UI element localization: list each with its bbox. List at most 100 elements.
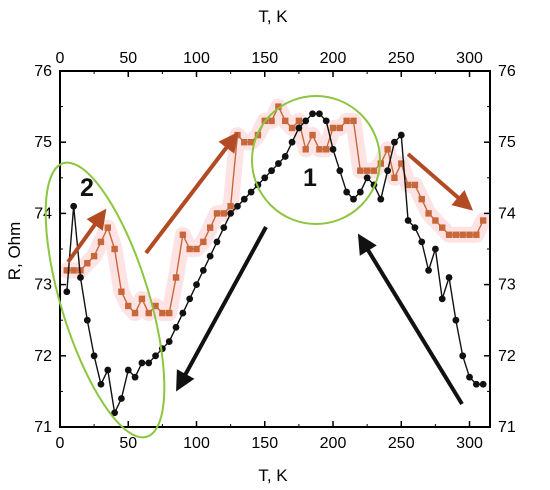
x-tick-label-top: 150 — [251, 50, 278, 67]
series-2-point — [227, 210, 235, 217]
series-1-point — [295, 117, 303, 125]
arrow-heating-middle — [144, 131, 239, 255]
series-2-point — [199, 266, 207, 274]
series-2-point — [309, 110, 316, 118]
series-1-point — [70, 267, 77, 274]
series-2-point — [152, 352, 159, 360]
series-1-point — [418, 195, 425, 203]
x-tick-label-bottom: 50 — [119, 435, 137, 452]
series-1-point — [131, 309, 139, 317]
series-2-point — [193, 281, 200, 288]
y-tick-label-left: 75 — [34, 134, 52, 151]
series-1-point — [213, 210, 221, 217]
series-1-point — [159, 309, 166, 317]
x-tick-label-bottom: 0 — [56, 435, 65, 452]
x-tick-label-bottom: 200 — [320, 435, 347, 452]
y-tick-label-right: 76 — [498, 63, 516, 80]
x-tick-label-bottom: 150 — [251, 435, 278, 452]
series-2-point — [268, 167, 275, 175]
y-tick-label-right: 73 — [498, 277, 516, 294]
series-2-point — [104, 366, 112, 374]
series-1-point — [479, 217, 487, 224]
series-2-point — [220, 224, 228, 232]
x-tick-label-top: 100 — [183, 50, 210, 67]
series-1-point — [125, 302, 132, 310]
series-2-point — [350, 195, 357, 203]
series-1-point — [391, 174, 398, 181]
series-1-point — [63, 267, 71, 274]
series-2-point — [391, 138, 398, 146]
annotation-overlay: 12 — [44, 95, 474, 439]
series-2-point — [77, 274, 84, 281]
series-1-point — [316, 146, 323, 153]
x-tick-label-top: 200 — [320, 50, 347, 67]
x-axis-title-bottom: T, K — [258, 466, 288, 485]
series-1-point — [411, 181, 419, 189]
series-2-point — [213, 238, 221, 246]
series-2-point — [240, 195, 248, 203]
tick-labels: 0 0 50 50 100 100 150 150 200 200 250 250 300 300 71 71… — [34, 50, 516, 452]
series-2-point — [138, 359, 146, 367]
series-2-point — [459, 352, 467, 360]
series-2-point — [343, 188, 351, 196]
series-2-point — [356, 188, 364, 196]
x-tick-label-bottom: 250 — [388, 435, 415, 452]
region-ellipse-1 — [251, 95, 381, 225]
series-2-point — [363, 174, 371, 182]
series-1-point — [275, 103, 282, 110]
series-2-point — [275, 160, 282, 167]
series-1-point — [145, 309, 152, 317]
series-2-point — [261, 174, 269, 182]
series-2-point — [322, 117, 330, 125]
series-2-point — [186, 295, 194, 303]
series-2-point — [124, 366, 132, 374]
region-label-1: 1 — [303, 164, 317, 192]
series-1-point — [97, 238, 105, 246]
series-1-point — [370, 167, 378, 174]
arrow-cooling-right — [357, 233, 464, 406]
y-tick-label-left: 76 — [34, 63, 52, 80]
y-tick-label-left: 71 — [34, 419, 52, 436]
series-1-point — [350, 117, 357, 125]
series-1-point — [459, 231, 466, 238]
region-label-2: 2 — [80, 174, 94, 202]
x-tick-label-bottom: 300 — [456, 435, 483, 452]
series-2-point — [315, 110, 323, 118]
series-2-point — [295, 124, 303, 132]
series-2-point — [234, 202, 241, 210]
series-1-point — [268, 117, 275, 125]
series-1-point — [241, 139, 248, 146]
series-1-point — [84, 260, 91, 267]
series-1-point — [309, 131, 316, 139]
series-2-point — [97, 380, 105, 388]
series-1-point — [473, 231, 480, 238]
series-1-point — [302, 146, 309, 153]
x-tick-label-bottom: 100 — [183, 435, 210, 452]
series-2-point — [384, 167, 392, 175]
series-1-point — [220, 210, 228, 217]
y-tick-label-left: 72 — [34, 348, 52, 365]
axis-ticks — [59, 70, 490, 428]
series-2-point — [247, 188, 255, 196]
x-tick-label-top: 0 — [56, 50, 65, 67]
series-layer — [63, 103, 487, 417]
series-2-point — [411, 224, 419, 232]
arrow-cooling-left — [176, 226, 268, 392]
series-2-point — [281, 153, 289, 160]
series-2-point — [83, 316, 91, 324]
series-1-point — [247, 139, 255, 146]
series-1-point — [398, 160, 405, 167]
series-2-point — [111, 409, 119, 417]
series-2-point — [445, 274, 453, 281]
arrow-heating-right — [406, 152, 474, 211]
series-2-point — [404, 217, 412, 224]
series-1-point — [404, 181, 412, 189]
series-2-point — [70, 202, 78, 210]
x-axis-title-top: T, K — [258, 7, 288, 26]
series-2-point — [118, 395, 125, 402]
series-1-point — [90, 252, 98, 260]
series-1-point — [384, 146, 391, 153]
series-1-point — [322, 146, 330, 153]
series-1-point — [445, 231, 453, 238]
